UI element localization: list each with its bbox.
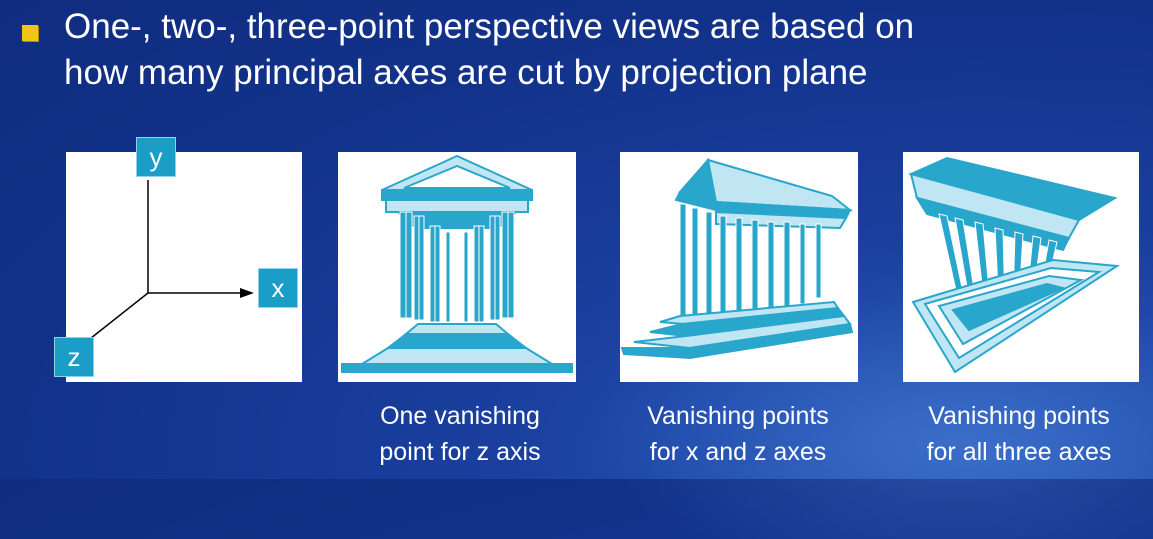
one-point-temple-panel xyxy=(338,152,576,382)
three-point-temple-panel xyxy=(903,152,1139,382)
bullet-square-icon xyxy=(22,25,38,41)
two-point-temple-image xyxy=(620,157,854,360)
y-axis-label: y xyxy=(136,137,176,177)
two-point-temple-panel xyxy=(620,152,858,382)
axes-diagram xyxy=(66,152,302,382)
one-point-temple-image xyxy=(341,154,573,373)
bullet-text: One-, two-, three-point perspective view… xyxy=(64,7,915,92)
axes-lines xyxy=(85,180,254,343)
caption-three-point: Vanishing points for all three axes xyxy=(926,402,1112,466)
caption-two-point: Vanishing points for x and z axes xyxy=(647,402,829,466)
three-point-temple-image xyxy=(908,156,1120,374)
x-axis-label: x xyxy=(258,268,298,308)
z-axis-label: z xyxy=(54,337,94,377)
caption-one-point: One vanishing point for z axis xyxy=(379,402,541,466)
